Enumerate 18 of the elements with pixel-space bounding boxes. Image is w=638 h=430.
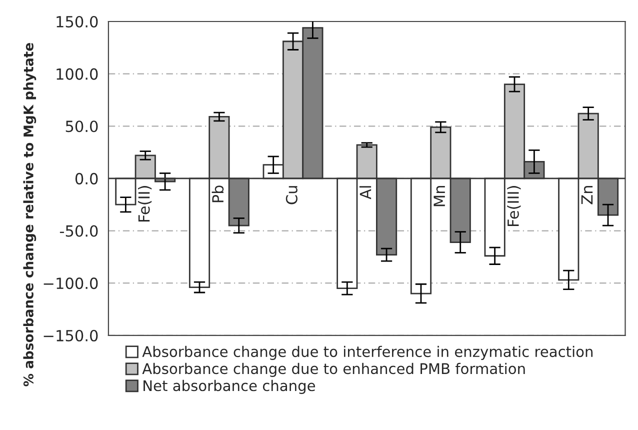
y-tick-label: 150.0	[56, 16, 98, 28]
x-tick-label: Mn	[434, 186, 445, 206]
y-tick-label: -50.0	[60, 225, 98, 237]
y-tick-label: 50.0	[66, 120, 98, 132]
y-tick-label: 0.0	[75, 172, 98, 184]
x-tick-label: Fe(III)	[507, 186, 521, 226]
x-tick-label: Fe(II)	[138, 186, 152, 222]
y-tick-label: −150.0	[44, 330, 98, 342]
y-axis-title: % absorbance change relative to MgK phytate	[23, 43, 36, 386]
legend-label: Net absorbance change	[144, 380, 316, 394]
x-tick-label: Pb	[212, 186, 224, 202]
x-tick-label: Cu	[286, 186, 298, 204]
x-tick-label: Al	[359, 186, 372, 200]
legend-label: Absorbance change due to enhanced PMB formation	[142, 362, 525, 377]
y-tick-label: 100.0	[56, 68, 98, 80]
x-tick-label: Zn	[581, 186, 593, 204]
legend-label: Absorbance change due to interference in enzymatic reaction	[142, 346, 593, 360]
y-tick-label: −100.0	[44, 278, 98, 290]
